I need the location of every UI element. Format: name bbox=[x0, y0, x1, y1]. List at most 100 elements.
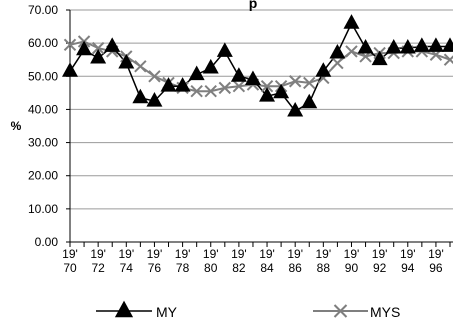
x-tick-label-bottom: 78 bbox=[176, 261, 190, 275]
y-tick-label: 30.00 bbox=[28, 136, 58, 150]
x-tick-label-bottom: 90 bbox=[345, 261, 359, 275]
x-marker-stroke bbox=[331, 56, 344, 70]
triangle-marker bbox=[76, 40, 93, 56]
triangle-marker bbox=[174, 77, 191, 92]
legend: MY MYS bbox=[96, 300, 400, 320]
y-tick-label: 10.00 bbox=[28, 202, 58, 216]
x-marker-stroke bbox=[443, 55, 453, 66]
triangle-marker bbox=[230, 67, 247, 82]
y-tick-label: 70.00 bbox=[28, 3, 58, 17]
x-marker bbox=[63, 38, 77, 52]
axes bbox=[66, 9, 453, 247]
chart-title: p bbox=[249, 0, 258, 11]
x-marker-stroke bbox=[91, 41, 105, 55]
triangle-marker bbox=[160, 77, 177, 92]
x-marker bbox=[218, 81, 232, 95]
x-tick-label-bottom: 94 bbox=[401, 261, 415, 275]
triangle-marker bbox=[371, 50, 388, 66]
triangle-marker bbox=[357, 39, 374, 54]
y-axis-label: % bbox=[11, 119, 22, 133]
x-tick-label-top: 19' bbox=[147, 247, 163, 261]
x-marker-stroke bbox=[190, 84, 203, 98]
x-tick-label-bottom: 80 bbox=[204, 261, 218, 275]
x-tick-label-top: 19' bbox=[316, 247, 332, 261]
x-marker bbox=[190, 84, 203, 98]
triangle-marker bbox=[399, 39, 416, 54]
x-tick-label-top: 19' bbox=[287, 247, 303, 261]
x-tick-label-bottom: 70 bbox=[63, 261, 77, 275]
x-marker-stroke bbox=[134, 60, 147, 73]
legend-item-mys: MYS bbox=[313, 304, 400, 320]
x-tick-label-bottom: 92 bbox=[373, 261, 387, 275]
x-marker bbox=[260, 80, 274, 93]
x-marker bbox=[303, 76, 316, 90]
x-marker-stroke bbox=[232, 80, 246, 93]
y-tick-label: 60.00 bbox=[28, 36, 58, 50]
triangle-marker bbox=[188, 65, 205, 81]
x-tick-label-top: 19' bbox=[400, 247, 416, 261]
gridlines bbox=[70, 9, 453, 210]
triangle-marker bbox=[287, 101, 304, 117]
x-marker bbox=[288, 75, 302, 88]
x-marker-stroke bbox=[303, 76, 316, 90]
x-marker bbox=[232, 80, 246, 93]
x-marker-stroke bbox=[218, 81, 232, 95]
x-marker bbox=[204, 84, 217, 98]
x-marker-stroke bbox=[63, 38, 77, 52]
triangle-marker bbox=[146, 92, 163, 107]
x-tick-label-bottom: 76 bbox=[148, 261, 162, 275]
triangle-marker bbox=[329, 43, 346, 59]
y-tick-label: 20.00 bbox=[28, 169, 58, 183]
triangle-marker bbox=[315, 62, 332, 77]
x-tick-label-top: 19' bbox=[203, 247, 219, 261]
y-tick-label: 0.00 bbox=[35, 235, 59, 249]
x-marker-stroke bbox=[288, 75, 302, 88]
y-tick-label: 50.00 bbox=[28, 69, 58, 83]
x-tick-label-bottom: 88 bbox=[317, 261, 331, 275]
x-marker bbox=[148, 70, 161, 83]
x-tick-label-top: 19' bbox=[428, 247, 444, 261]
tick-labels: 0.00 10.00 20.00 30.00 40.00 50.00 60.00 70.00 1… bbox=[11, 0, 444, 275]
triangle-marker bbox=[90, 48, 107, 64]
x-marker bbox=[331, 56, 344, 70]
x-marker-stroke bbox=[345, 45, 358, 58]
triangle-marker bbox=[216, 42, 233, 57]
triangle-marker bbox=[118, 53, 135, 69]
triangle-marker bbox=[259, 87, 276, 102]
x-marker bbox=[333, 304, 348, 318]
series-markers bbox=[62, 14, 453, 117]
x-tick-label-bottom: 72 bbox=[91, 261, 105, 275]
legend-label: MYS bbox=[370, 304, 400, 320]
triangle-marker bbox=[62, 62, 78, 77]
series-line-my bbox=[69, 21, 450, 113]
triangle-marker bbox=[343, 14, 360, 29]
x-tick-label-bottom: 86 bbox=[289, 261, 303, 275]
x-tick-label-top: 19' bbox=[90, 247, 106, 261]
triangle-marker bbox=[385, 39, 402, 54]
x-marker-stroke bbox=[204, 84, 217, 98]
triangle-marker bbox=[104, 37, 121, 52]
triangle-marker bbox=[244, 70, 261, 86]
x-tick-label-top: 19' bbox=[344, 247, 360, 261]
triangle-marker bbox=[427, 37, 444, 52]
x-tick-label-top: 19' bbox=[231, 247, 247, 261]
x-marker-stroke bbox=[333, 304, 348, 318]
x-marker bbox=[443, 53, 453, 66]
legend-item-my: MY bbox=[96, 300, 178, 320]
x-tick-label-top: 19' bbox=[175, 247, 191, 261]
triangle-marker bbox=[413, 37, 430, 52]
x-marker-stroke bbox=[260, 80, 274, 93]
triangle-marker bbox=[114, 300, 134, 318]
x-marker bbox=[345, 45, 358, 58]
x-tick-label-bottom: 74 bbox=[120, 261, 134, 275]
x-marker bbox=[134, 60, 147, 73]
x-tick-label-top: 19' bbox=[372, 247, 388, 261]
triangle-marker bbox=[132, 88, 149, 104]
triangle-marker bbox=[202, 58, 219, 74]
x-tick-label-bottom: 82 bbox=[232, 261, 246, 275]
x-tick-label-top: 19' bbox=[62, 247, 78, 261]
x-tick-label-top: 19' bbox=[259, 247, 275, 261]
triangle-marker bbox=[301, 93, 318, 109]
